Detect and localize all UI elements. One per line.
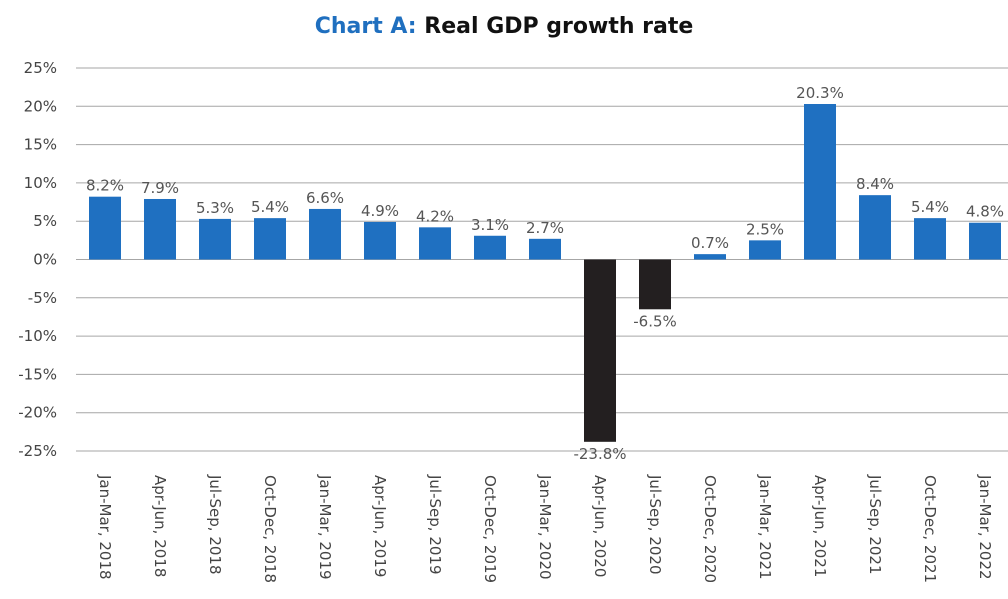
data-label: -6.5%: [633, 312, 677, 330]
x-tick-label: Jul-Sep, 2019: [426, 474, 444, 575]
bar: [309, 208, 341, 260]
data-label: 20.3%: [796, 84, 844, 102]
data-label: 3.1%: [471, 216, 509, 234]
y-tick-label: -20%: [18, 404, 57, 422]
y-tick-label: -10%: [18, 327, 57, 345]
x-tick-label: Oct-Dec, 2021: [921, 475, 939, 583]
x-tick-label: Jul-Sep, 2018: [206, 474, 224, 575]
y-tick-label: 0%: [33, 251, 57, 269]
data-label: 8.2%: [86, 177, 124, 195]
bar: [914, 218, 946, 260]
y-tick-label: 5%: [33, 212, 57, 230]
data-label: 8.4%: [856, 175, 894, 193]
y-tick-label: 10%: [24, 174, 57, 192]
bar: [419, 227, 451, 260]
x-tick-label: Jul-Sep, 2021: [866, 474, 884, 575]
x-tick-label: Jan-Mar, 2020: [536, 474, 554, 580]
y-tick-label: 25%: [24, 59, 57, 77]
data-label: 4.8%: [966, 203, 1004, 221]
x-tick-label: Jan-Mar, 2022: [976, 474, 994, 580]
bar: [969, 222, 1001, 260]
x-tick-label: Jul-Sep, 2020: [646, 474, 664, 575]
data-label: 6.6%: [306, 189, 344, 207]
data-label: 2.7%: [526, 219, 564, 237]
x-tick-label: Apr-Jun, 2018: [151, 475, 169, 577]
x-tick-label: Apr-Jun, 2020: [591, 475, 609, 577]
bar: [89, 196, 121, 260]
bar: [639, 259, 671, 310]
data-label: 5.3%: [196, 199, 234, 217]
data-label: 4.9%: [361, 202, 399, 220]
y-tick-label: 20%: [24, 97, 57, 115]
bar: [804, 104, 836, 260]
x-tick-label: Apr-Jun, 2019: [371, 475, 389, 577]
x-tick-label: Jan-Mar, 2021: [756, 474, 774, 580]
y-tick-label: -5%: [28, 289, 57, 307]
bar: [254, 218, 286, 260]
x-tick-label: Oct-Dec, 2019: [481, 475, 499, 583]
bar: [364, 221, 396, 260]
chart-title-prefix: Chart A:: [314, 14, 417, 39]
x-tick-label: Oct-Dec, 2018: [261, 475, 279, 583]
x-tick-label: Oct-Dec, 2020: [701, 475, 719, 583]
bar: [584, 259, 616, 442]
bar: [529, 238, 561, 260]
bars: [89, 104, 1001, 442]
y-tick-label: 15%: [24, 136, 57, 154]
data-label: -23.8%: [573, 445, 626, 463]
x-axis-labels: Jan-Mar, 2018 Apr-Jun, 2018 Jul-Sep, 2018 O…: [96, 474, 994, 583]
bar: [694, 254, 726, 260]
data-labels: 8.2% 7.9% 5.3% 5.4% 6.6% 4.9% 4.2% 3.1% 2.7% -23.…: [86, 84, 1004, 463]
y-tick-label: -15%: [18, 365, 57, 383]
chart-title-text: Real GDP growth rate: [424, 14, 694, 39]
y-axis-ticks: 25% 20% 15% 10% 5% 0% -5% -10% -15% -20% -25%: [18, 59, 57, 460]
data-label: 5.4%: [911, 198, 949, 216]
bar: [859, 195, 891, 260]
bar: [199, 218, 231, 260]
bar: [144, 198, 176, 260]
data-label: 4.2%: [416, 207, 454, 225]
gridlines: [76, 67, 1008, 452]
data-label: 2.5%: [746, 220, 784, 238]
chart-title: Chart A: Real GDP growth rate: [0, 14, 1008, 39]
bar: [474, 235, 506, 260]
data-label: 5.4%: [251, 198, 289, 216]
x-tick-label: Jan-Mar, 2018: [96, 474, 114, 580]
data-label: 7.9%: [141, 179, 179, 197]
bar: [749, 240, 781, 260]
y-tick-label: -25%: [18, 442, 57, 460]
data-label: 0.7%: [691, 234, 729, 252]
x-tick-label: Apr-Jun, 2021: [811, 475, 829, 577]
x-tick-label: Jan-Mar, 2019: [316, 474, 334, 580]
